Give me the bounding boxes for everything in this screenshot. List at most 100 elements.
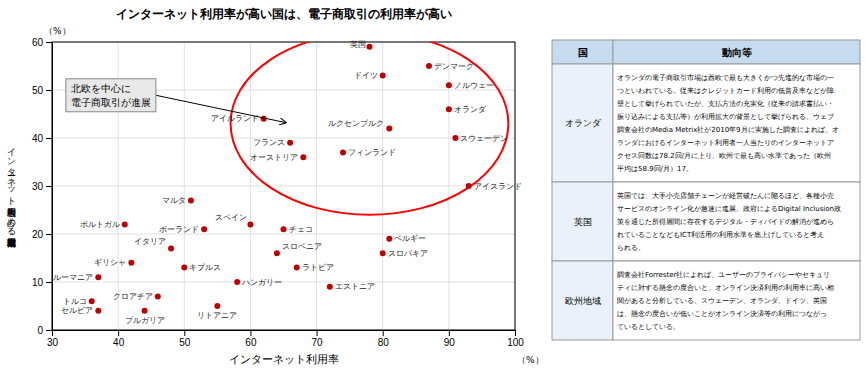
point-labels: 英国デンマークドイツノルウェーオランダルクセンブルクスウェーデンフランスフィンラ… <box>53 40 521 325</box>
y-tick-mark <box>46 330 52 331</box>
annotation-arrow <box>156 95 286 122</box>
table-text-cell <box>613 64 860 182</box>
x-tick: 100 <box>507 330 524 348</box>
table-text-line: つといわれている。従来はクレジットカード利用の低普及率などが障 <box>617 86 834 95</box>
point-label: フィンランド <box>348 148 396 157</box>
annotation-box <box>66 79 156 112</box>
point <box>327 284 333 290</box>
point-label: 英国 <box>350 40 366 49</box>
point-label: ポーランド <box>159 225 199 234</box>
y-tick-label: 50 <box>32 85 44 96</box>
table-header-cell <box>552 40 613 64</box>
x-tick-mark <box>118 330 119 336</box>
point <box>181 265 187 271</box>
point-label: スロバキア <box>388 249 428 258</box>
x-tick-label: 50 <box>179 337 191 348</box>
y-tick-label: 0 <box>37 325 43 336</box>
table: 国 動向等オランダ オランダの電子商取引市場は西欧で最も大きくかつ先進的な市場の一つ… <box>552 40 860 340</box>
chart: 304050607080901000102030405060英国デンマークドイツ… <box>0 0 865 377</box>
y-tick-mark <box>46 90 52 91</box>
point <box>340 149 346 155</box>
table-text-line: サービスのオンライン化が急速に進展。政府によるDigital Inclusion… <box>617 205 841 213</box>
x-tick-label: 70 <box>312 337 324 348</box>
x-tick-label: 30 <box>47 337 59 348</box>
table-text-line: 平均は58.9回/月）17。 <box>617 165 693 173</box>
point-label: スロベニア <box>282 242 322 251</box>
table-text-line: 策を通じた所得層間に存在するデジタル・ディバイドの解消が進めら <box>617 218 834 226</box>
y-tick-label: 30 <box>32 181 44 192</box>
x-tick: 30 <box>47 330 59 348</box>
x-tick-label: 80 <box>378 337 390 348</box>
y-tick-mark <box>46 138 52 139</box>
point <box>287 140 293 146</box>
table-header: 動向等 <box>721 47 752 58</box>
x-tick-mark <box>383 330 384 336</box>
point-label: ルクセンブルク <box>328 119 384 128</box>
table-text-line: れていることなどもICT利活用の利用水準を底上げしていると考え <box>617 231 824 239</box>
point <box>452 135 458 141</box>
grid-line-y <box>52 282 515 283</box>
y-tick: 20 <box>32 229 52 240</box>
y-tick: 50 <box>32 85 52 96</box>
point <box>122 221 128 227</box>
y-tick-label: 60 <box>32 37 44 48</box>
table-text-line: 壁として挙げられていたが、支払方法の充実化（従来の請求書払い・ <box>617 100 834 108</box>
point-label: ドイツ <box>354 71 378 80</box>
x-axis-label: インターネット利用率 <box>229 353 339 366</box>
y-unit-label: （%） <box>44 26 71 36</box>
point <box>95 274 101 280</box>
point-label: ハンガリー <box>241 278 282 287</box>
point <box>188 197 194 203</box>
point <box>380 250 386 256</box>
point-label: スペイン <box>215 213 247 222</box>
table-text-line: クセス回数は78.2回/月に上り、欧州で最も高い水準であった（欧州 <box>617 152 831 160</box>
point-label: ラトビア <box>302 263 334 272</box>
table-text-line: 英国では、大手小売店舗チェーンが経営破たんに陥るほど、各種小売 <box>617 192 834 200</box>
x-tick-mark <box>317 330 318 336</box>
point <box>386 125 392 131</box>
point <box>247 221 253 227</box>
highlight-ellipse <box>231 42 509 215</box>
point <box>274 250 280 256</box>
point <box>466 183 472 189</box>
x-tick: 80 <box>378 330 390 348</box>
point-label: デンマーク <box>434 62 474 71</box>
point-label: リトアニア <box>197 311 237 320</box>
grid-line-y <box>52 186 515 187</box>
point <box>89 298 95 304</box>
x-tick-mark <box>515 330 516 336</box>
point <box>446 106 452 112</box>
x-tick: 60 <box>245 330 257 348</box>
x-tick-label: 40 <box>113 337 125 348</box>
point-label: スウェーデン <box>460 134 508 143</box>
point-label: オランダ <box>454 105 487 114</box>
table-row-label: 欧州地域 <box>565 296 601 306</box>
point-label: アイスランド <box>474 182 522 191</box>
point-label: ルーマニア <box>53 273 93 282</box>
table-text-line: ティに対する懸念の度合いと、オンライン決済利用の利用率に高い相 <box>617 284 834 292</box>
annotation: 北欧を中心に電子商取引が進展 <box>66 79 286 123</box>
x-tick-label: 90 <box>444 337 456 348</box>
y-tick-mark <box>46 42 52 43</box>
y-axis-label: インターネット利用者数に占める電子商取引利用者比率 <box>7 141 17 249</box>
table-row-label: 英国 <box>574 217 592 227</box>
point <box>446 82 452 88</box>
table-header: 国 <box>578 47 588 58</box>
point <box>380 73 386 79</box>
x-tick-label: 100 <box>507 337 524 348</box>
grid-line-y <box>52 234 515 235</box>
point-label: ブルガリア <box>125 316 165 325</box>
table-row-label: オランダ <box>565 118 602 128</box>
x-tick-label: 60 <box>245 337 257 348</box>
point-label: ノルウェー <box>454 81 494 90</box>
y-tick-label: 20 <box>32 229 44 240</box>
table-text-cell <box>613 182 860 261</box>
y-tick: 30 <box>32 181 52 192</box>
table-text-line: オランダの電子商取引市場は西欧で最も大きくかつ先進的な市場の一 <box>617 74 834 82</box>
point-label: ベルギー <box>394 234 426 243</box>
point-label: チェコ <box>289 225 313 234</box>
point <box>234 279 240 285</box>
point <box>201 226 207 232</box>
x-unit-label: （%） <box>517 355 544 365</box>
point-label: クロアチア <box>113 292 153 301</box>
